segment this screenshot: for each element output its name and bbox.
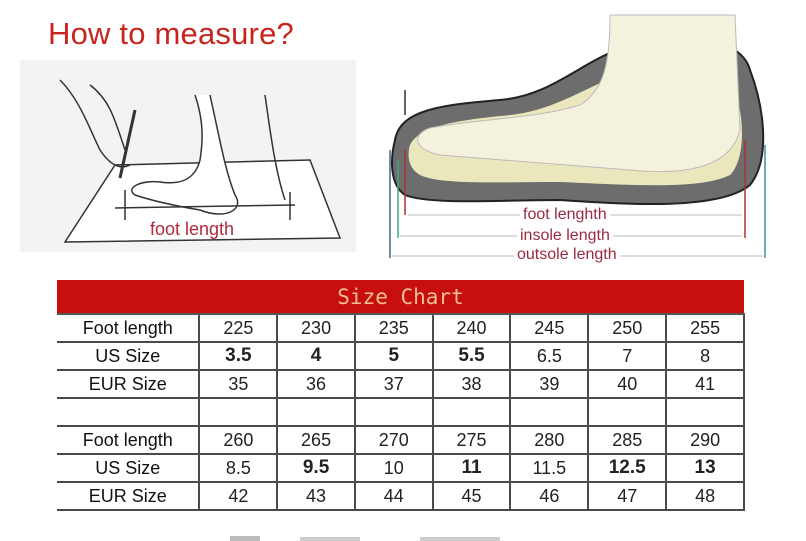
size-cell: 42 bbox=[198, 481, 279, 511]
size-cell: 4 bbox=[276, 341, 356, 371]
size-cell: 250 bbox=[587, 313, 668, 343]
page-title: How to measure? bbox=[48, 16, 294, 51]
size-cell: 8.5 bbox=[198, 453, 279, 483]
size-row: EUR Size 35 36 37 38 39 40 41 bbox=[57, 369, 745, 399]
size-row: US Size 8.5 9.5 10 11 11.5 12.5 13 bbox=[57, 453, 745, 483]
size-cell: 3.5 bbox=[198, 341, 279, 371]
size-chart-table: Size Chart Foot length 225 230 235 240 245 250… bbox=[57, 280, 745, 511]
size-cell: 38 bbox=[431, 369, 512, 399]
shoe-diagram bbox=[389, 14, 766, 258]
size-cell: 46 bbox=[509, 481, 590, 511]
foot-length-label: foot length bbox=[150, 219, 235, 239]
foot-on-paper-drawing bbox=[59, 79, 342, 243]
row-label: Foot length bbox=[57, 425, 201, 455]
spacer-row bbox=[57, 397, 745, 427]
size-chart-title: Size Chart bbox=[57, 280, 744, 315]
size-cell: 240 bbox=[431, 313, 512, 343]
size-cell: 43 bbox=[276, 481, 356, 511]
size-block-1: Foot length 225 230 235 240 245 250 255 US Size 3… bbox=[57, 313, 745, 399]
insole-length-label: insole length bbox=[517, 227, 613, 245]
size-cell: 6.5 bbox=[509, 341, 590, 371]
size-row: US Size 3.5 4 5 5.5 6.5 7 8 bbox=[57, 341, 745, 371]
size-cell: 36 bbox=[276, 369, 356, 399]
measure-foot-illustration: foot length bbox=[20, 60, 356, 252]
size-cell: 7 bbox=[587, 341, 668, 371]
row-label: Foot length bbox=[57, 313, 201, 343]
size-cell: 280 bbox=[509, 425, 590, 455]
size-cell: 45 bbox=[431, 481, 512, 511]
row-label: EUR Size bbox=[57, 481, 201, 511]
size-cell: 270 bbox=[353, 425, 434, 455]
foot-length-dimension-label: foot lenghth bbox=[520, 206, 610, 224]
row-label: US Size bbox=[57, 341, 201, 371]
size-cell: 48 bbox=[665, 481, 745, 511]
size-cell: 255 bbox=[665, 313, 745, 343]
size-cell: 5.5 bbox=[431, 341, 512, 371]
size-cell: 275 bbox=[431, 425, 512, 455]
size-cell: 5 bbox=[353, 341, 434, 371]
size-cell: 9.5 bbox=[276, 453, 356, 483]
outsole-length-label: outsole length bbox=[514, 246, 620, 264]
size-cell: 11.5 bbox=[509, 453, 590, 483]
size-cell: 47 bbox=[587, 481, 668, 511]
size-row: EUR Size 42 43 44 45 46 47 48 bbox=[57, 481, 745, 511]
size-cell: 8 bbox=[665, 341, 745, 371]
size-cell: 13 bbox=[665, 453, 745, 483]
size-cell: 225 bbox=[198, 313, 279, 343]
size-cell: 265 bbox=[276, 425, 356, 455]
size-block-2: Foot length 260 265 270 275 280 285 290 US Size 8… bbox=[57, 425, 745, 511]
size-row: Foot length 260 265 270 275 280 285 290 bbox=[57, 425, 745, 455]
row-label: US Size bbox=[57, 453, 201, 483]
size-cell: 290 bbox=[665, 425, 745, 455]
size-cell: 44 bbox=[353, 481, 434, 511]
shoe-cross-section-illustration: foot lenghth insole length outsole lengt… bbox=[380, 10, 780, 265]
size-cell: 40 bbox=[587, 369, 668, 399]
size-cell: 11 bbox=[431, 453, 512, 483]
size-cell: 35 bbox=[198, 369, 279, 399]
size-cell: 245 bbox=[509, 313, 590, 343]
row-label: EUR Size bbox=[57, 369, 201, 399]
size-cell: 235 bbox=[353, 313, 434, 343]
size-cell: 260 bbox=[198, 425, 279, 455]
size-cell: 285 bbox=[587, 425, 668, 455]
cropped-bottom-text bbox=[230, 536, 500, 541]
size-cell: 230 bbox=[276, 313, 356, 343]
size-cell: 39 bbox=[509, 369, 590, 399]
size-cell: 10 bbox=[353, 453, 434, 483]
size-row: Foot length 225 230 235 240 245 250 255 bbox=[57, 313, 745, 343]
size-cell: 37 bbox=[353, 369, 434, 399]
size-cell: 41 bbox=[665, 369, 745, 399]
size-cell: 12.5 bbox=[587, 453, 668, 483]
